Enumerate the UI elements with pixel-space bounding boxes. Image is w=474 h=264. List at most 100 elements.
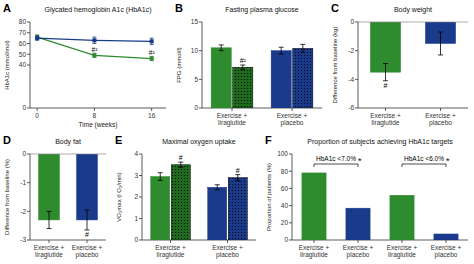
error-bar [47,211,52,228]
marker [35,36,39,40]
annotation: # [384,82,388,89]
plot-area [35,35,154,61]
x-tick-label-line: Exercise + [212,244,243,251]
annotation: # [85,231,89,238]
zero-line [358,22,468,23]
x-tick-label: 0 [35,112,39,119]
y-tick [27,32,30,33]
error-bar [215,185,220,190]
title: Body fat [55,138,81,146]
y-tick [27,108,30,109]
group-label: HbA1c <7.0% [316,155,356,162]
marker [150,39,154,43]
error-bar [158,173,163,181]
error-bar [178,162,183,167]
error-bar [235,175,240,181]
bar-hatch [293,48,313,108]
plot-area [39,154,98,230]
x-tick-label-line: placebo [347,251,370,259]
panel-letter: C [331,2,339,14]
y-tick [139,218,142,219]
bar-hatch [233,67,253,108]
y-tick [139,240,142,241]
y-tick [199,50,202,51]
x-tick-label: Exercise +liraglutide [34,244,65,259]
y-tick-label: 40 [281,202,289,209]
significance: * [446,156,450,166]
error-bar [35,36,39,40]
y-tick [355,22,358,23]
x-tick-label: Exercise +liraglutide [155,244,186,259]
x-axis [30,240,106,241]
y-axis [358,22,359,108]
bar [434,234,458,240]
y-tick [289,171,292,172]
y-tick-label: 40 [19,61,27,68]
panel: DBody fat0-1-2-3Difference from baseline… [3,134,106,259]
error-bar [92,37,96,43]
panel-letter: D [3,134,11,146]
y-tick-label: 1 [134,215,138,222]
y-tick [139,197,142,198]
x-tick-label: 8 [93,112,97,119]
y-axis [30,154,31,240]
plot-area [370,22,455,81]
x-tick-label-line: placebo [76,251,99,259]
bar [390,195,414,240]
y-axis-label: HbA1c (mmol/mol) [4,40,10,90]
error-bar [300,44,305,52]
error-bar [279,47,284,54]
panel: BFasting plasma glucose051015FPG (mmol/l… [175,2,322,127]
annotation: # [236,167,240,174]
x-tick-label: Exercise +placebo [425,112,456,127]
panel-letter: B [175,2,183,14]
error-bar [92,53,96,57]
y-tick-label: 80 [19,18,27,25]
line [37,37,152,59]
annotation: #² [92,46,99,53]
y-axis-label: VO₂max (l O₂/min) [116,172,122,221]
group-bracket [314,164,358,167]
group-label: HbA1c <6.0% [404,155,444,162]
y-tick-label: -6 [348,104,354,111]
bar-hatch [228,178,247,240]
bar [39,154,60,220]
x-tick-label-line: placebo [435,251,458,259]
y-tick [355,79,358,80]
x-tick-label: Exercise +placebo [72,244,103,259]
y-tick [27,54,30,55]
annotation: #² [240,57,247,64]
x-tick-label-line: Exercise + [217,112,248,119]
title: Maximal oxygen uptake [162,138,236,146]
y-tick-label: -2 [20,208,26,215]
bar [293,48,313,108]
x-axis [358,108,468,109]
y-axis-label: Difference from baseline (kg) [332,27,338,104]
error-bar [383,64,388,81]
y-tick-label: -3 [20,236,26,243]
annotation: #² [149,49,156,56]
plot-area [302,173,458,240]
y-tick [27,43,30,44]
y-tick [139,175,142,176]
x-tick-label-line: Exercise + [431,244,462,251]
y-tick [289,222,292,223]
x-tick-label-line: placebo [216,251,239,259]
bar [233,67,253,108]
y-axis [202,22,203,108]
panel: FProportion of subjects achieving HbA1c … [265,134,468,259]
y-tick-label: 0 [22,150,26,157]
y-tick-label: 0 [134,236,138,243]
x-tick-label-line: Exercise + [387,244,418,251]
x-tick-label-line: liraglutide [218,119,246,127]
bar [211,48,231,108]
x-tick-label-line: Exercise + [155,244,186,251]
y-tick-label: 80 [281,168,289,175]
panel-letter: F [265,134,272,146]
panel: AGlycated hemoglobin A1c (HbA1c)04050607… [3,2,166,129]
x-tick-label-line: Exercise + [343,244,374,251]
y-tick-label: 4 [134,150,138,157]
title: Fasting plasma glucose [225,6,299,14]
y-tick [139,154,142,155]
annotation: # [179,154,183,161]
